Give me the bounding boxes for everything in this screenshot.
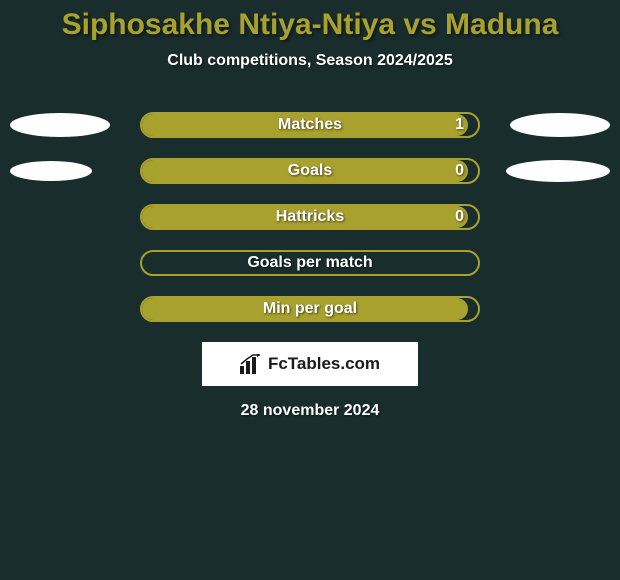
date-text: 28 november 2024 — [0, 402, 620, 420]
stat-row: Goals per match — [0, 250, 620, 276]
logo-inner: FcTables.com — [240, 354, 380, 374]
page-title: Siphosakhe Ntiya-Ntiya vs Maduna — [0, 0, 620, 42]
stat-label: Min per goal — [263, 300, 357, 318]
stat-bar: Goals per match — [140, 250, 480, 276]
stat-label: Hattricks — [276, 208, 344, 226]
stat-value: 0 — [455, 162, 464, 180]
bar-chart-icon — [240, 354, 262, 374]
player-marker-right — [506, 160, 610, 182]
stat-label: Goals — [288, 162, 332, 180]
logo-text: FcTables.com — [268, 354, 380, 374]
subtitle: Club competitions, Season 2024/2025 — [0, 52, 620, 70]
stat-bar: Min per goal — [140, 296, 480, 322]
stat-bar: Goals 0 — [140, 158, 480, 184]
stat-bar: Matches 1 — [140, 112, 480, 138]
stat-row: Min per goal — [0, 296, 620, 322]
stat-label: Matches — [278, 116, 342, 134]
player-marker-right — [510, 113, 610, 137]
logo-box: FcTables.com — [202, 342, 418, 386]
player-marker-left — [10, 161, 92, 181]
player-marker-left — [10, 113, 110, 137]
stat-row: Goals 0 — [0, 158, 620, 184]
stat-value: 0 — [455, 208, 464, 226]
infographic-container: Siphosakhe Ntiya-Ntiya vs Maduna Club co… — [0, 0, 620, 420]
stat-value: 1 — [455, 116, 464, 134]
stat-bar: Hattricks 0 — [140, 204, 480, 230]
stat-label: Goals per match — [247, 254, 372, 272]
stat-row: Hattricks 0 — [0, 204, 620, 230]
stat-rows: Matches 1 Goals 0 Hattricks 0 Goals per match M… — [0, 112, 620, 322]
stat-row: Matches 1 — [0, 112, 620, 138]
